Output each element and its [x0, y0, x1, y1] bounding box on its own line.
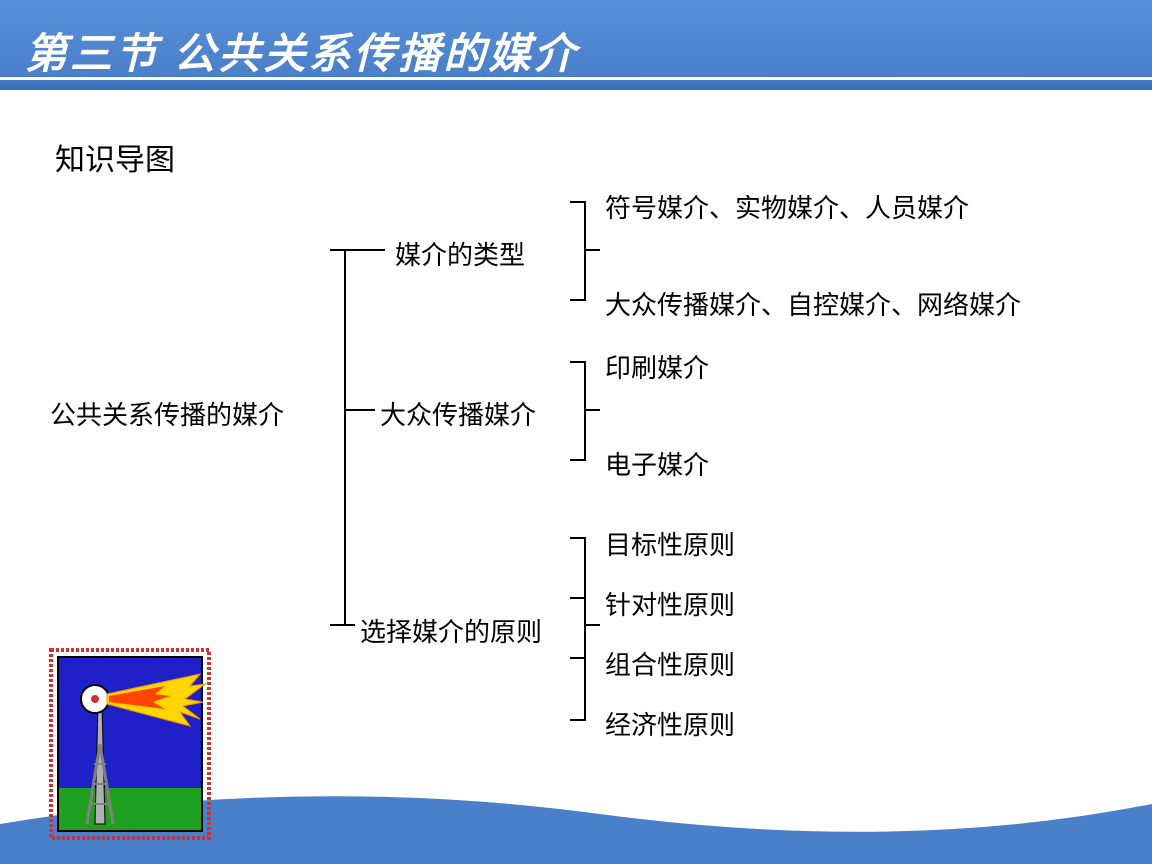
tree-leaf: 大众传播媒介、自控媒介、网络媒介 [605, 285, 1021, 322]
slide-title-bar: 第三节 公共关系传播的媒介 [0, 0, 1152, 90]
broadcast-tower-icon [45, 644, 215, 844]
slide-title: 第三节 公共关系传播的媒介 [0, 0, 1152, 81]
tree-branch-label: 大众传播媒介 [380, 395, 536, 432]
tree-root: 公共关系传播的媒介 [50, 395, 284, 432]
tree-leaf: 针对性原则 [605, 585, 735, 622]
tree-leaf: 电子媒介 [605, 445, 709, 482]
title-underline [0, 77, 1152, 80]
tree-leaf: 符号媒介、实物媒介、人员媒介 [605, 188, 969, 225]
tree-leaf: 经济性原则 [605, 705, 735, 742]
tree-leaf: 目标性原则 [605, 525, 735, 562]
slide-subtitle: 知识导图 [55, 135, 175, 179]
tree-branch-label: 媒介的类型 [395, 235, 525, 272]
tree-branch-label: 选择媒介的原则 [360, 612, 542, 649]
tree-leaf: 组合性原则 [605, 645, 735, 682]
tree-leaf: 印刷媒介 [605, 348, 709, 385]
